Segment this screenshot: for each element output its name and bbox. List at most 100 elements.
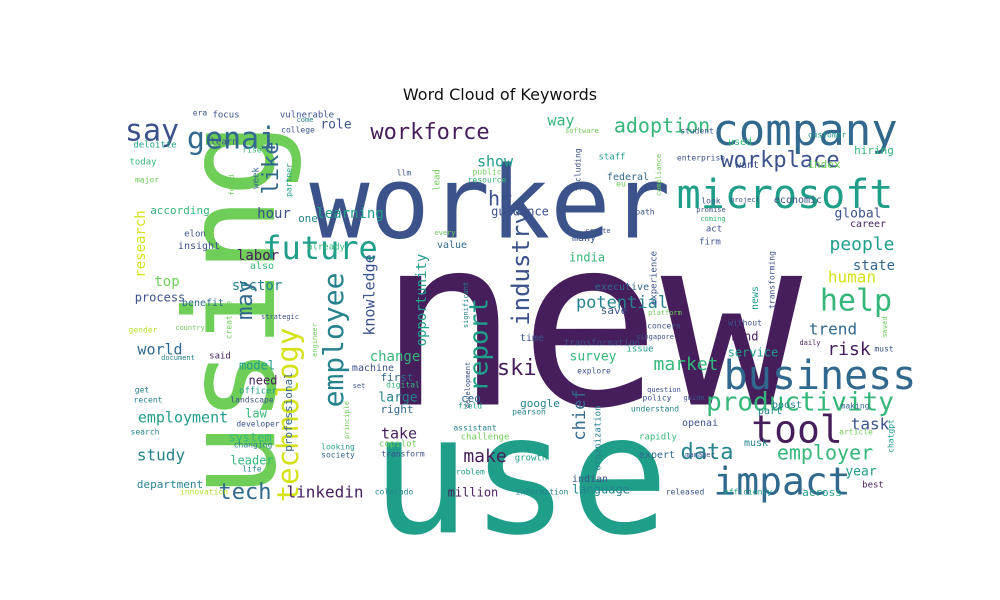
word-one: one	[298, 212, 318, 225]
word-must: must	[874, 345, 893, 354]
word-first: first	[380, 371, 413, 384]
word-recent: recent	[134, 396, 163, 405]
word-question: question	[647, 386, 681, 394]
word-tool: tool	[751, 408, 843, 452]
word-openai: openai	[682, 418, 718, 429]
word-customer: customer	[808, 131, 847, 140]
word-including: including	[574, 148, 583, 192]
word-platform: platform	[648, 309, 682, 317]
word-way: way	[547, 112, 574, 130]
word-rise: rise	[242, 146, 261, 155]
word-also: also	[250, 261, 274, 272]
word-index: index	[807, 158, 840, 171]
word-google: google	[520, 397, 560, 410]
word-research: research	[133, 210, 149, 277]
word-project: project	[730, 196, 760, 204]
word-across: across	[802, 486, 842, 499]
word-landscape: landscape	[230, 396, 274, 405]
word-deloitte: deloitte	[133, 141, 176, 151]
word-learning: learning	[316, 206, 383, 222]
word-data: data	[681, 440, 734, 465]
word-focus: focus	[212, 111, 239, 121]
word-eu: eu	[616, 180, 626, 189]
word-experience: experience	[650, 251, 660, 305]
word-chatgpt: chatgpt	[887, 419, 896, 453]
word-ceo: ceo	[461, 392, 481, 405]
word-employment: employment	[138, 409, 228, 427]
word-survey: survey	[570, 350, 617, 365]
word-resource: resource	[468, 176, 507, 185]
word-manager: manager	[685, 451, 715, 459]
word-explore: explore	[577, 367, 611, 376]
word-service: service	[728, 346, 779, 360]
word-process: process	[135, 291, 186, 305]
word-value: value	[437, 240, 467, 251]
word-transformation: transformation	[564, 339, 640, 349]
word-leader: leader	[230, 454, 273, 468]
word-global: global	[835, 207, 882, 222]
word-time: time	[520, 333, 544, 344]
word-need: need	[249, 374, 278, 388]
word-life: life	[242, 465, 261, 474]
word-market: market	[653, 354, 718, 375]
word-said: said	[209, 352, 231, 362]
word-workforce: workforce	[370, 120, 489, 145]
word-gender: gender	[129, 326, 158, 335]
word-week: week	[252, 167, 262, 189]
word-employee: employee	[317, 273, 350, 408]
word-law: law	[245, 407, 267, 421]
word-today: today	[129, 158, 157, 168]
word-copilot: copilot	[379, 440, 417, 450]
word-assistant: assistant	[453, 424, 497, 433]
word-every: every	[434, 229, 455, 237]
word-looking: looking	[321, 443, 355, 452]
word-study: study	[137, 446, 186, 465]
word-model: model	[239, 359, 275, 373]
word-transform: transform	[381, 450, 425, 459]
word-system: system	[228, 431, 271, 445]
word-many: many	[572, 233, 596, 244]
word-save: save	[601, 304, 628, 317]
word-guide: guide	[683, 394, 704, 402]
word-developer: developer	[236, 420, 280, 429]
word-bias: bias	[224, 209, 241, 217]
word-development: development	[464, 362, 472, 408]
word-year: year	[845, 465, 876, 480]
word-public: public	[473, 168, 502, 177]
word-show: show	[477, 153, 514, 171]
word-released: released	[666, 488, 705, 497]
word-found: found	[228, 174, 236, 195]
word-india: india	[569, 251, 605, 265]
word-look: look	[701, 197, 720, 206]
word-understand: understand	[631, 405, 679, 414]
word-news: news	[750, 286, 761, 310]
word-guidance: guidance	[491, 205, 549, 219]
word-path: path	[635, 208, 654, 217]
word-come: come	[297, 116, 314, 124]
word-chief: chief	[570, 389, 590, 440]
word-potential: potential	[576, 293, 668, 313]
word-problem: problem	[451, 468, 485, 477]
word-people: people	[829, 234, 894, 255]
word-creative: creative	[225, 301, 234, 340]
word-part: part	[758, 406, 782, 417]
word-according: according	[150, 204, 210, 217]
word-search: search	[131, 428, 160, 437]
word-tech: tech	[219, 480, 272, 505]
word-company: company	[712, 105, 897, 156]
word-musk: musk	[744, 438, 768, 449]
word-enterprise: enterprise	[677, 154, 725, 163]
word-principle: principle	[343, 401, 351, 439]
word-student: student	[680, 127, 714, 136]
word-article: article	[839, 428, 873, 437]
word-machine: machine	[352, 363, 394, 374]
word-used: used	[728, 137, 752, 148]
word-officer: officer	[239, 387, 278, 397]
word-benefit: benefit	[182, 298, 224, 309]
word-technology: technology	[271, 328, 305, 503]
word-concern: concern	[647, 322, 681, 331]
word-trend: trend	[809, 320, 857, 339]
word-document: document	[161, 354, 195, 362]
word-skill: skill	[497, 356, 563, 381]
word-create: create	[585, 227, 610, 235]
